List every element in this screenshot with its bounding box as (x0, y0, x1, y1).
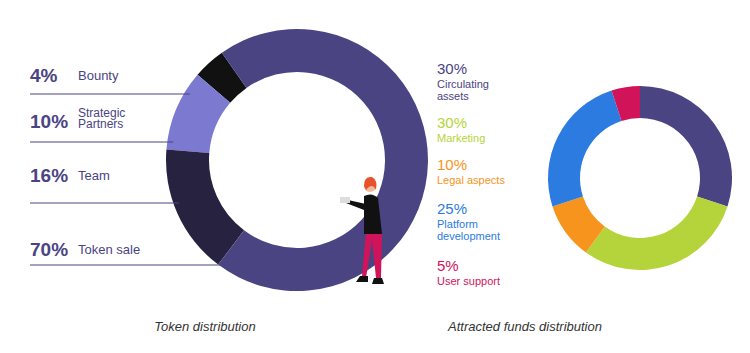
percent-label: 5% (437, 257, 459, 274)
label-line: Marketing (437, 132, 485, 144)
percent-label: 70% (30, 239, 68, 260)
category-label: StrategicPartners (78, 106, 125, 131)
label-line: Partners (78, 117, 123, 131)
donut-slice (612, 86, 640, 121)
percent-label: 25% (437, 200, 467, 217)
label-line: Circulating (437, 78, 489, 90)
leader-line (30, 94, 190, 95)
figure-illustration (340, 177, 384, 284)
category-label: Team (78, 168, 110, 183)
figure-legs (362, 232, 382, 278)
donut-slice (586, 197, 728, 270)
category-label: Marketing (437, 132, 485, 144)
figure-device (340, 197, 350, 203)
canvas: Token distribution 4% Bounty 10% StrategicPa… (0, 0, 750, 353)
percent-label: 16% (30, 165, 68, 186)
donut-slice (640, 86, 732, 206)
percent-label: 30% (437, 114, 467, 131)
label-line: Legal aspects (437, 174, 505, 186)
donut-slice (553, 197, 605, 253)
label-line: Token sale (78, 242, 140, 257)
category-label: Legal aspects (437, 174, 505, 186)
category-label: User support (437, 275, 500, 287)
label-line: assets (437, 90, 469, 102)
percent-label: 10% (437, 156, 467, 173)
leader-line (30, 203, 179, 204)
percent-label: 4% (30, 65, 58, 86)
label-line: User support (437, 275, 500, 287)
category-label: Circulatingassets (437, 78, 489, 102)
donut-chart (166, 29, 428, 291)
figure-shoe (372, 278, 384, 284)
label-line: Team (78, 168, 110, 183)
donut-slice (166, 75, 230, 153)
donut-slice (218, 29, 428, 291)
percent-label: 10% (30, 111, 68, 132)
figure-shoe (356, 276, 368, 282)
leader-line (30, 142, 173, 143)
percent-label: 30% (437, 60, 467, 77)
label-line: Platform (437, 218, 478, 230)
donut-slice (548, 91, 621, 207)
chart-caption: Attracted funds distribution (447, 319, 602, 334)
figure-body (364, 194, 382, 234)
chart-caption: Token distribution (154, 319, 255, 334)
label-line: Bounty (78, 68, 119, 83)
label-line: development (437, 230, 500, 242)
donut-chart (548, 86, 732, 270)
category-label: Platformdevelopment (437, 218, 500, 242)
figure-hair (364, 177, 377, 190)
leader-line (30, 265, 225, 266)
category-label: Bounty (78, 68, 119, 83)
category-label: Token sale (78, 242, 140, 257)
